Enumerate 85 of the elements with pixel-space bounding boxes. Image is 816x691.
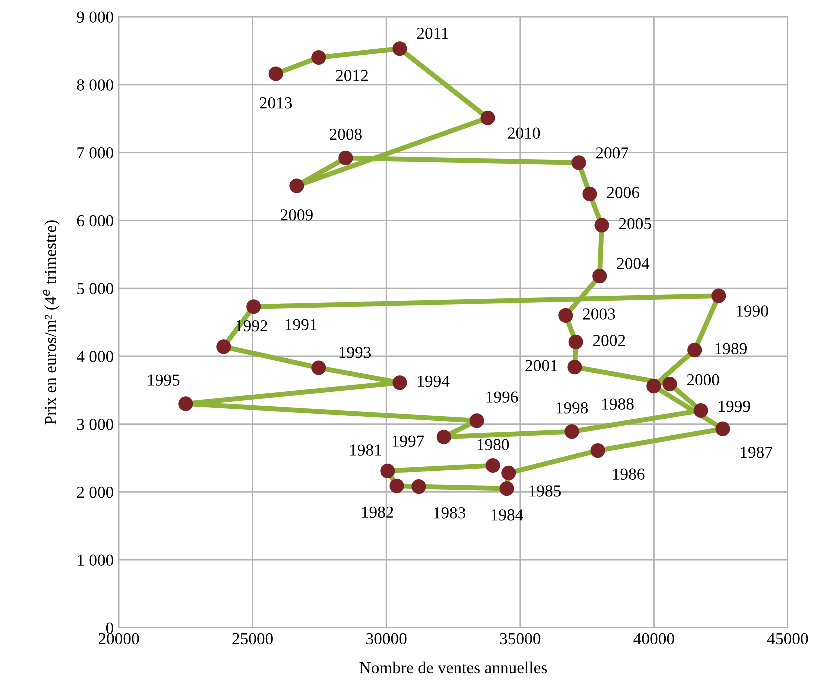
x-tick-label: 45000 xyxy=(767,633,808,645)
annotation: 1984 xyxy=(492,510,524,521)
annotation: 2010 xyxy=(508,128,540,139)
point xyxy=(392,376,408,390)
annotation: 1981 xyxy=(350,444,382,456)
x-tick-label: 35000 xyxy=(500,633,541,645)
point xyxy=(568,360,582,375)
annotation: 1996 xyxy=(486,392,518,403)
annotation: 2012 xyxy=(336,70,368,82)
annotation: 1990 xyxy=(737,306,768,317)
annotation: 2008 xyxy=(330,128,362,140)
annotation: 1985 xyxy=(530,486,562,497)
annotation: 1983 xyxy=(434,507,466,519)
y-axis-title: Prix en euros/m² (4$^{e}$ trimestre) xyxy=(43,220,60,425)
annotation: 1991 xyxy=(286,319,317,330)
annotation: 1993 xyxy=(340,347,372,358)
point xyxy=(290,178,304,194)
annotation: 1997 xyxy=(392,436,424,447)
annotation: 1998 xyxy=(556,402,588,414)
point xyxy=(178,396,194,412)
point xyxy=(592,269,608,284)
point xyxy=(568,334,584,350)
point xyxy=(712,288,726,304)
y-tick-label: 1 000 xyxy=(78,554,114,566)
annotation: 2009 xyxy=(281,210,313,221)
point xyxy=(662,376,678,392)
y-tick-label: 2 000 xyxy=(77,486,114,498)
annotation: 2001 xyxy=(526,360,558,372)
annotation: 1989 xyxy=(716,343,747,355)
x-tick-label: 40000 xyxy=(634,633,674,645)
y-tick-label: 3 000 xyxy=(77,419,114,430)
annotation: 2003 xyxy=(583,308,616,320)
y-tick-label: 5 000 xyxy=(78,283,114,294)
point xyxy=(564,424,580,440)
point xyxy=(412,480,426,494)
annotation: 1988 xyxy=(602,398,634,410)
y-tick-label: 4 000 xyxy=(76,351,114,362)
point xyxy=(392,42,408,56)
y-tick-label: 6 000 xyxy=(77,215,114,227)
point xyxy=(486,458,500,474)
point xyxy=(590,444,606,458)
point xyxy=(594,218,610,233)
point xyxy=(688,343,702,358)
y-tick-label: 0 xyxy=(106,622,114,634)
annotation: 1986 xyxy=(613,468,645,480)
point xyxy=(436,430,452,445)
point xyxy=(582,186,598,202)
point xyxy=(480,110,496,126)
point xyxy=(558,308,574,323)
point xyxy=(312,360,326,376)
annotation: 2013 xyxy=(260,98,292,109)
point xyxy=(716,422,730,436)
annotation: 1987 xyxy=(741,447,772,458)
annotation: 1994 xyxy=(418,376,450,388)
annotation: 2000 xyxy=(687,374,720,386)
annotation: 1982 xyxy=(362,506,394,518)
annotation: 2006 xyxy=(607,187,640,198)
point xyxy=(502,466,516,480)
x-tick-label: 25000 xyxy=(232,633,273,645)
y-tick-label: 8 000 xyxy=(77,80,114,91)
point xyxy=(572,156,586,170)
annotation: 2007 xyxy=(596,148,629,159)
point xyxy=(390,478,404,494)
x-axis-title: Nombre de ventes annuelles xyxy=(360,662,548,674)
annotation: 1995 xyxy=(148,374,180,386)
point xyxy=(500,482,514,496)
annotation: 2002 xyxy=(593,335,626,346)
point xyxy=(694,403,708,418)
annotation: 2004 xyxy=(617,258,650,270)
annotation: 2005 xyxy=(619,218,652,230)
point xyxy=(246,300,262,314)
point xyxy=(380,464,396,478)
x-tick-label: 20000 xyxy=(98,633,140,645)
point xyxy=(312,50,326,66)
point xyxy=(646,379,662,394)
annotation: 2011 xyxy=(417,28,448,40)
y-tick-label: 9 000 xyxy=(77,12,114,23)
x-tick-label: 30000 xyxy=(366,633,407,645)
point xyxy=(338,150,354,166)
y-tick-label: 7 000 xyxy=(78,147,114,159)
point xyxy=(470,414,484,428)
annotation: 1999 xyxy=(719,400,750,412)
point xyxy=(216,340,232,354)
point xyxy=(268,66,284,82)
annotation: 1980 xyxy=(478,439,510,450)
